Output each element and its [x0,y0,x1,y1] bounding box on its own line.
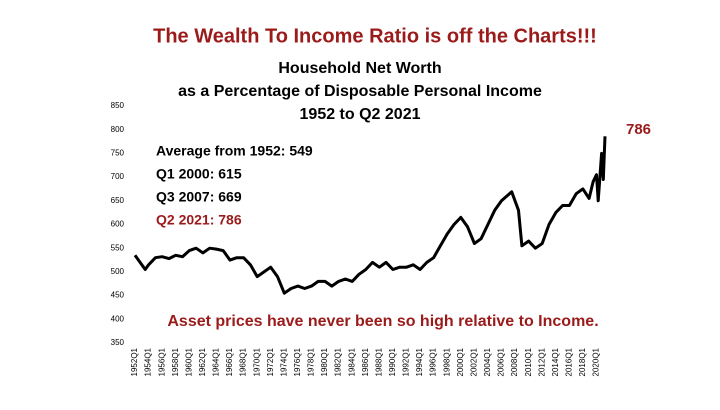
x-tick-label: 1956Q1 [157,347,166,376]
x-tick-label: 1986Q1 [361,347,370,376]
x-tick-label: 1972Q1 [266,347,275,376]
x-tick-label: 1990Q1 [388,347,397,376]
y-tick-label: 800 [111,125,125,134]
end-label: 786 [626,121,651,138]
x-tick-label: 1966Q1 [225,347,234,376]
y-tick-label: 400 [111,314,125,323]
x-tick-label: 1980Q1 [320,347,329,376]
x-tick-label: 2008Q1 [510,347,519,376]
x-tick-label: 2020Q1 [592,347,601,376]
footnote: Asset prices have never been so high rel… [167,313,598,330]
x-tick-label: 2010Q1 [524,347,533,376]
x-tick-label: 1992Q1 [402,347,411,376]
subtitle: Household Net Worth [278,60,441,77]
subtitle: as a Percentage of Disposable Personal I… [178,83,542,100]
x-tick-label: 1978Q1 [307,347,316,376]
data-line [133,136,607,295]
y-tick-label: 850 [111,101,125,110]
y-tick-label: 700 [111,172,125,181]
x-tick-label: 1982Q1 [334,347,343,376]
x-tick-label: 2012Q1 [537,347,546,376]
y-tick-label: 600 [111,220,125,229]
annotation: Q2 2021: 786 [156,212,242,228]
x-tick-label: 1976Q1 [293,347,302,376]
x-tick-label: 1994Q1 [415,347,424,376]
x-tick-label: 1958Q1 [171,347,180,376]
y-tick-label: 450 [111,291,125,300]
x-tick-label: 2000Q1 [456,347,465,376]
x-tick-label: 1960Q1 [184,347,193,376]
x-tick-label: 1952Q1 [130,347,139,376]
x-tick-label: 1970Q1 [252,347,261,376]
x-tick-label: 1996Q1 [429,347,438,376]
x-tick-label: 1964Q1 [212,347,221,376]
annotation: Q3 2007: 669 [156,189,242,205]
annotation: Average from 1952: 549 [156,143,313,159]
subtitle: 1952 to Q2 2021 [300,106,421,123]
x-tick-label: 2014Q1 [551,347,560,376]
x-tick-label: 1998Q1 [442,347,451,376]
x-tick-label: 2004Q1 [483,347,492,376]
y-tick-label: 750 [111,149,125,158]
x-tick-label: 2016Q1 [564,347,573,376]
chart-title: The Wealth To Income Ratio is off the Ch… [153,25,597,47]
y-tick-label: 550 [111,243,125,252]
x-tick-label: 2002Q1 [469,347,478,376]
y-tick-label: 500 [111,267,125,276]
annotation: Q1 2000: 615 [156,166,242,182]
x-tick-label: 1988Q1 [374,347,383,376]
y-tick-label: 350 [111,338,125,347]
x-tick-label: 1968Q1 [239,347,248,376]
x-tick-label: 2006Q1 [497,347,506,376]
x-tick-label: 2018Q1 [578,347,587,376]
x-tick-label: 1962Q1 [198,347,207,376]
x-tick-label: 1984Q1 [347,347,356,376]
x-tick-label: 1974Q1 [279,347,288,376]
y-tick-label: 650 [111,196,125,205]
x-tick-label: 1954Q1 [144,347,153,376]
